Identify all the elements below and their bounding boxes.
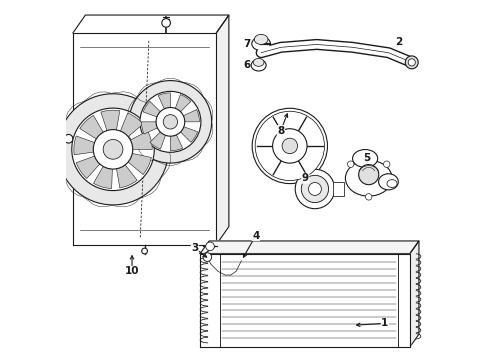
- Text: 1: 1: [381, 319, 389, 328]
- Circle shape: [309, 183, 321, 195]
- Text: 6: 6: [243, 60, 250, 70]
- Circle shape: [408, 59, 416, 66]
- Circle shape: [405, 56, 418, 69]
- Circle shape: [301, 175, 329, 203]
- Circle shape: [359, 165, 379, 185]
- Circle shape: [142, 248, 147, 254]
- Wedge shape: [150, 130, 166, 149]
- Text: 7: 7: [243, 39, 250, 49]
- Polygon shape: [73, 33, 216, 244]
- Ellipse shape: [253, 58, 264, 66]
- Circle shape: [163, 115, 177, 129]
- Text: 5: 5: [363, 153, 370, 163]
- Circle shape: [347, 161, 354, 167]
- Text: 8: 8: [277, 126, 285, 135]
- Circle shape: [93, 130, 133, 169]
- Wedge shape: [142, 122, 159, 134]
- Circle shape: [57, 94, 169, 205]
- Polygon shape: [216, 15, 229, 244]
- Wedge shape: [181, 109, 199, 122]
- Circle shape: [72, 108, 154, 190]
- Circle shape: [206, 242, 214, 251]
- Wedge shape: [76, 155, 102, 179]
- Circle shape: [162, 19, 171, 27]
- Wedge shape: [158, 93, 171, 111]
- Wedge shape: [174, 95, 191, 113]
- Wedge shape: [116, 162, 137, 188]
- Polygon shape: [200, 253, 410, 347]
- Wedge shape: [127, 131, 152, 149]
- Polygon shape: [73, 15, 229, 33]
- Circle shape: [384, 161, 390, 167]
- Circle shape: [255, 111, 324, 181]
- Wedge shape: [171, 133, 183, 151]
- Circle shape: [295, 169, 335, 209]
- Text: 2: 2: [395, 37, 403, 47]
- Bar: [333, 182, 343, 196]
- Ellipse shape: [345, 160, 392, 196]
- Polygon shape: [200, 241, 419, 253]
- Wedge shape: [143, 102, 162, 118]
- Polygon shape: [410, 241, 419, 347]
- Circle shape: [366, 194, 372, 200]
- Circle shape: [64, 134, 73, 143]
- Circle shape: [140, 91, 201, 152]
- Wedge shape: [80, 116, 105, 141]
- Text: 4: 4: [252, 231, 259, 240]
- Ellipse shape: [251, 59, 266, 71]
- Ellipse shape: [387, 180, 397, 188]
- Circle shape: [203, 253, 212, 261]
- Wedge shape: [74, 136, 98, 155]
- Wedge shape: [125, 153, 151, 175]
- Circle shape: [282, 138, 297, 154]
- Wedge shape: [94, 164, 113, 189]
- Wedge shape: [101, 110, 120, 134]
- Ellipse shape: [252, 37, 270, 50]
- Circle shape: [252, 108, 327, 184]
- Ellipse shape: [353, 149, 378, 167]
- Wedge shape: [179, 126, 197, 142]
- Circle shape: [103, 139, 123, 159]
- Circle shape: [129, 81, 212, 163]
- Circle shape: [156, 108, 185, 136]
- Ellipse shape: [379, 174, 398, 190]
- Wedge shape: [119, 113, 143, 139]
- Text: 3: 3: [191, 243, 198, 253]
- Text: 9: 9: [302, 173, 309, 183]
- Text: 10: 10: [125, 266, 139, 276]
- Circle shape: [272, 129, 307, 163]
- Ellipse shape: [254, 35, 268, 44]
